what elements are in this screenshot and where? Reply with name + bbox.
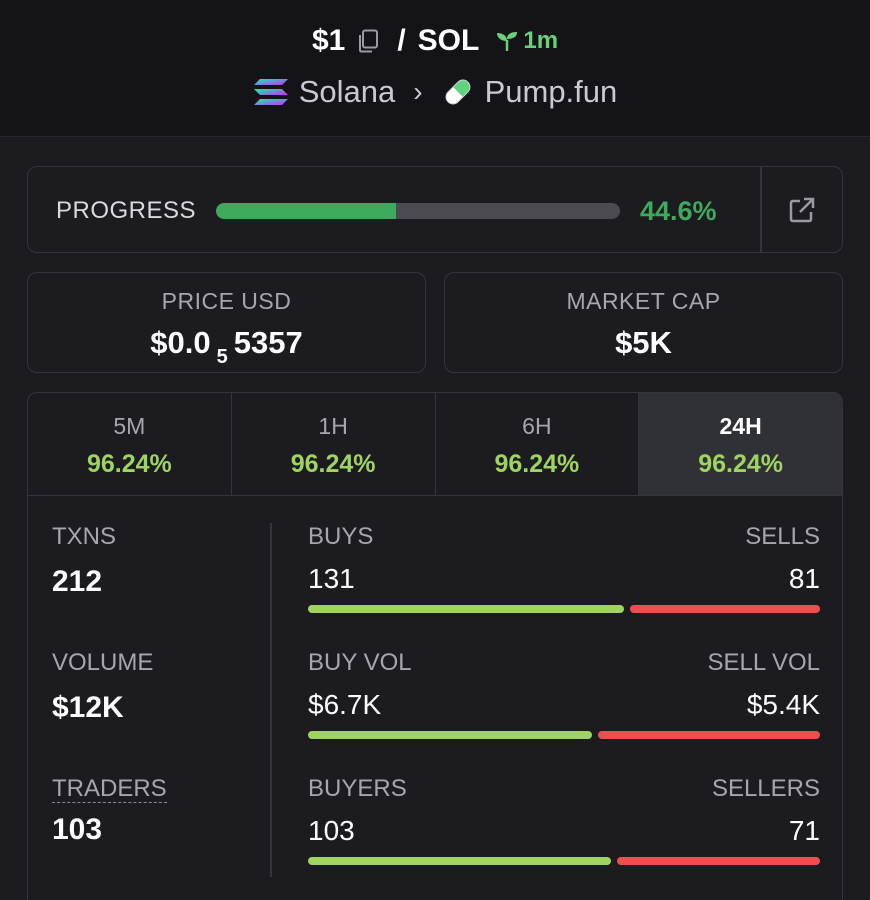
tab-label: 5M — [113, 413, 146, 439]
txns-label: TXNS — [52, 523, 117, 550]
tab-label: 1H — [318, 413, 348, 439]
breadcrumb: Solana › Pump.fun — [0, 74, 870, 110]
market-cap-card: MARKET CAP $5K — [444, 272, 843, 373]
open-external-button[interactable] — [762, 167, 842, 252]
age-text: 1m — [523, 27, 559, 54]
solana-logo-icon — [253, 78, 289, 106]
progress-label: PROGRESS — [56, 197, 197, 224]
timeframe-tabs: 5M 96.24% 1H 96.24% 6H 96.24% 24H 96.24% — [28, 393, 842, 496]
sellers-value: 71 — [788, 815, 820, 846]
volume-row: BUY VOL SELL VOL $6.7K $5.4K — [308, 649, 820, 749]
external-link-icon — [789, 197, 815, 222]
volume-ratio-bar — [308, 731, 820, 739]
traders-row: BUYERS SELLERS 103 71 — [308, 775, 820, 875]
tab-change-value: 96.24% — [494, 450, 580, 478]
chain-name[interactable]: Solana — [298, 74, 396, 109]
txns-metric: TXNS 212 — [52, 523, 116, 599]
traders-label[interactable]: TRADERS — [52, 775, 167, 803]
price-prefix: $0.0 — [150, 325, 211, 360]
pill-icon — [441, 75, 475, 109]
sellers-bar-segment — [617, 857, 820, 865]
sell-vol-label: SELL VOL — [707, 649, 820, 676]
progress-value: 44.6% — [640, 196, 717, 226]
price-usd-card: PRICE USD $0.0 5 5357 — [27, 272, 426, 373]
tab-1h[interactable]: 1H 96.24% — [232, 393, 436, 495]
volume-value: $12K — [52, 691, 124, 724]
trading-stats-panel: 5M 96.24% 1H 96.24% 6H 96.24% 24H 96.24%… — [27, 392, 843, 900]
token-symbol: $1 — [311, 24, 346, 57]
buyers-label: BUYERS — [308, 775, 407, 802]
txns-value: 212 — [52, 565, 103, 598]
traders-value: 103 — [52, 813, 103, 846]
tab-change-value: 96.24% — [698, 450, 784, 478]
sells-label: SELLS — [745, 523, 820, 550]
quote-symbol: SOL — [417, 24, 480, 57]
volume-label: VOLUME — [52, 649, 154, 676]
sell-vol-bar-segment — [597, 731, 820, 739]
pair-separator: / — [397, 24, 406, 57]
tab-24h[interactable]: 24H 96.24% — [639, 393, 842, 495]
tab-5m[interactable]: 5M 96.24% — [28, 393, 232, 495]
buys-sells-ratio-bar — [308, 605, 820, 613]
sell-vol-value: $5.4K — [746, 689, 820, 720]
buys-bar-segment — [308, 605, 625, 613]
price-zero-count: 5 — [216, 346, 228, 368]
traders-metric: TRADERS 103 — [52, 775, 167, 847]
price-digits: 5357 — [233, 325, 303, 360]
tab-change-value: 96.24% — [86, 450, 172, 478]
traders-ratio-bar — [308, 857, 820, 865]
sprout-icon — [497, 32, 518, 51]
buy-vol-label: BUY VOL — [308, 649, 412, 676]
copy-icon[interactable] — [355, 28, 381, 54]
sells-value: 81 — [788, 563, 820, 594]
tab-6h[interactable]: 6H 96.24% — [436, 393, 640, 495]
bonding-progress-card: PROGRESS 44.6% — [27, 166, 843, 253]
price-usd-value: $0.0 5 5357 — [28, 325, 425, 369]
market-cap-value: $5K — [615, 325, 672, 360]
buyers-bar-segment — [308, 857, 612, 865]
market-cap-label: MARKET CAP — [566, 288, 721, 314]
divider — [760, 167, 762, 252]
chevron-right-icon: › — [413, 76, 423, 107]
buys-sells-row: BUYS SELLS 131 81 — [308, 523, 820, 623]
volume-metric: VOLUME $12K — [52, 649, 153, 725]
price-usd-label: PRICE USD — [161, 288, 292, 314]
pair-header: $1 / SOL 1m — [0, 0, 870, 137]
tab-label: 6H — [522, 413, 552, 439]
buys-label: BUYS — [308, 523, 374, 550]
tab-change-value: 96.24% — [290, 450, 376, 478]
pair-title: $1 / SOL 1m — [0, 24, 870, 58]
pair-age: 1m — [495, 27, 558, 55]
column-divider — [270, 523, 272, 877]
buy-vol-value: $6.7K — [308, 689, 382, 720]
buy-vol-bar-segment — [308, 731, 592, 739]
dex-name[interactable]: Pump.fun — [484, 74, 618, 109]
tab-label: 24H — [719, 413, 762, 439]
buys-value: 131 — [308, 563, 355, 594]
sellers-label: SELLERS — [711, 775, 820, 802]
progress-bar-fill — [216, 203, 397, 219]
buyers-value: 103 — [308, 815, 355, 846]
sells-bar-segment — [630, 605, 820, 613]
progress-bar — [216, 203, 620, 219]
